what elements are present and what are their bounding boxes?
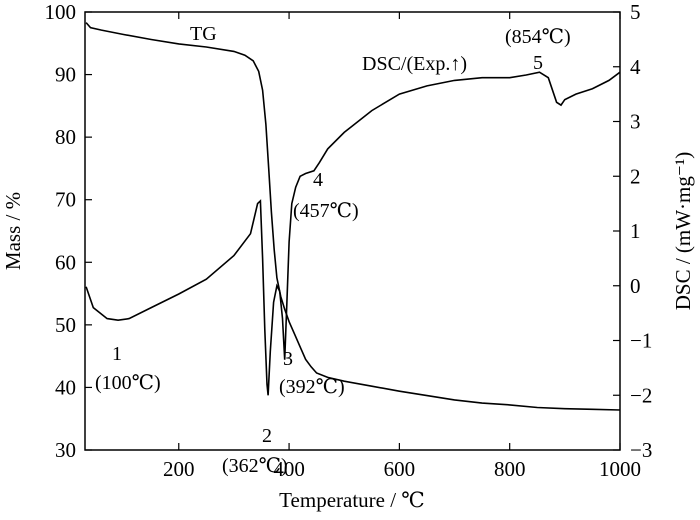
peak-2-temp: (362℃) (222, 455, 288, 477)
peak-5-number: 5 (533, 52, 543, 74)
left-axis-title: Mass / % (1, 192, 25, 270)
right-tick-label: 1 (630, 219, 641, 243)
dsc-series-line (85, 71, 621, 396)
x-tick-label: 200 (163, 457, 195, 481)
left-tick-label: 80 (55, 125, 76, 149)
left-tick-label: 50 (55, 313, 76, 337)
right-tick-label: 5 (630, 0, 641, 24)
tg-series-label: TG (190, 23, 217, 45)
left-tick-label: 30 (55, 438, 76, 462)
peak-3-temp: (392℃) (279, 376, 345, 398)
peak-3-number: 3 (283, 348, 293, 370)
right-tick-label: 4 (630, 55, 641, 79)
right-tick-label: −3 (630, 438, 652, 462)
left-tick-label: 90 (55, 63, 76, 87)
right-tick-label: 2 (630, 164, 641, 188)
x-tick-label: 400 (273, 457, 305, 481)
right-tick-label: 0 (630, 274, 641, 298)
right-tick-label: −1 (630, 329, 652, 353)
peak-4-temp: (457℃) (293, 200, 359, 222)
dsc-series-label: DSC/(Exp.↑) (362, 53, 467, 75)
right-axis-title: DSC / (mW·mg⁻¹) (671, 152, 695, 311)
tg-series-line (85, 22, 621, 411)
right-tick-label: −2 (630, 383, 652, 407)
x-axis-ticks: 200 400 600 800 1000 (163, 12, 641, 481)
left-axis-ticks: 30 40 50 60 70 80 90 100 (45, 0, 92, 462)
peak-4-number: 4 (313, 169, 323, 191)
x-tick-label: 800 (494, 457, 526, 481)
right-axis-ticks: −3 −2 −1 0 1 2 3 4 5 (613, 0, 652, 462)
peak-2-number: 2 (262, 425, 272, 447)
left-tick-label: 70 (55, 188, 76, 212)
left-tick-label: 60 (55, 250, 76, 274)
left-tick-label: 100 (45, 0, 77, 24)
peak-5-temp: (854℃) (505, 26, 571, 48)
peak-1-number: 1 (112, 343, 122, 365)
left-tick-label: 40 (55, 375, 76, 399)
x-tick-label: 600 (384, 457, 416, 481)
x-axis-title: Temperature / ℃ (279, 488, 425, 512)
x-tick-label: 1000 (599, 457, 641, 481)
peak-1-temp: (100℃) (95, 372, 161, 394)
plot-frame (84, 11, 621, 451)
right-tick-label: 3 (630, 110, 641, 134)
